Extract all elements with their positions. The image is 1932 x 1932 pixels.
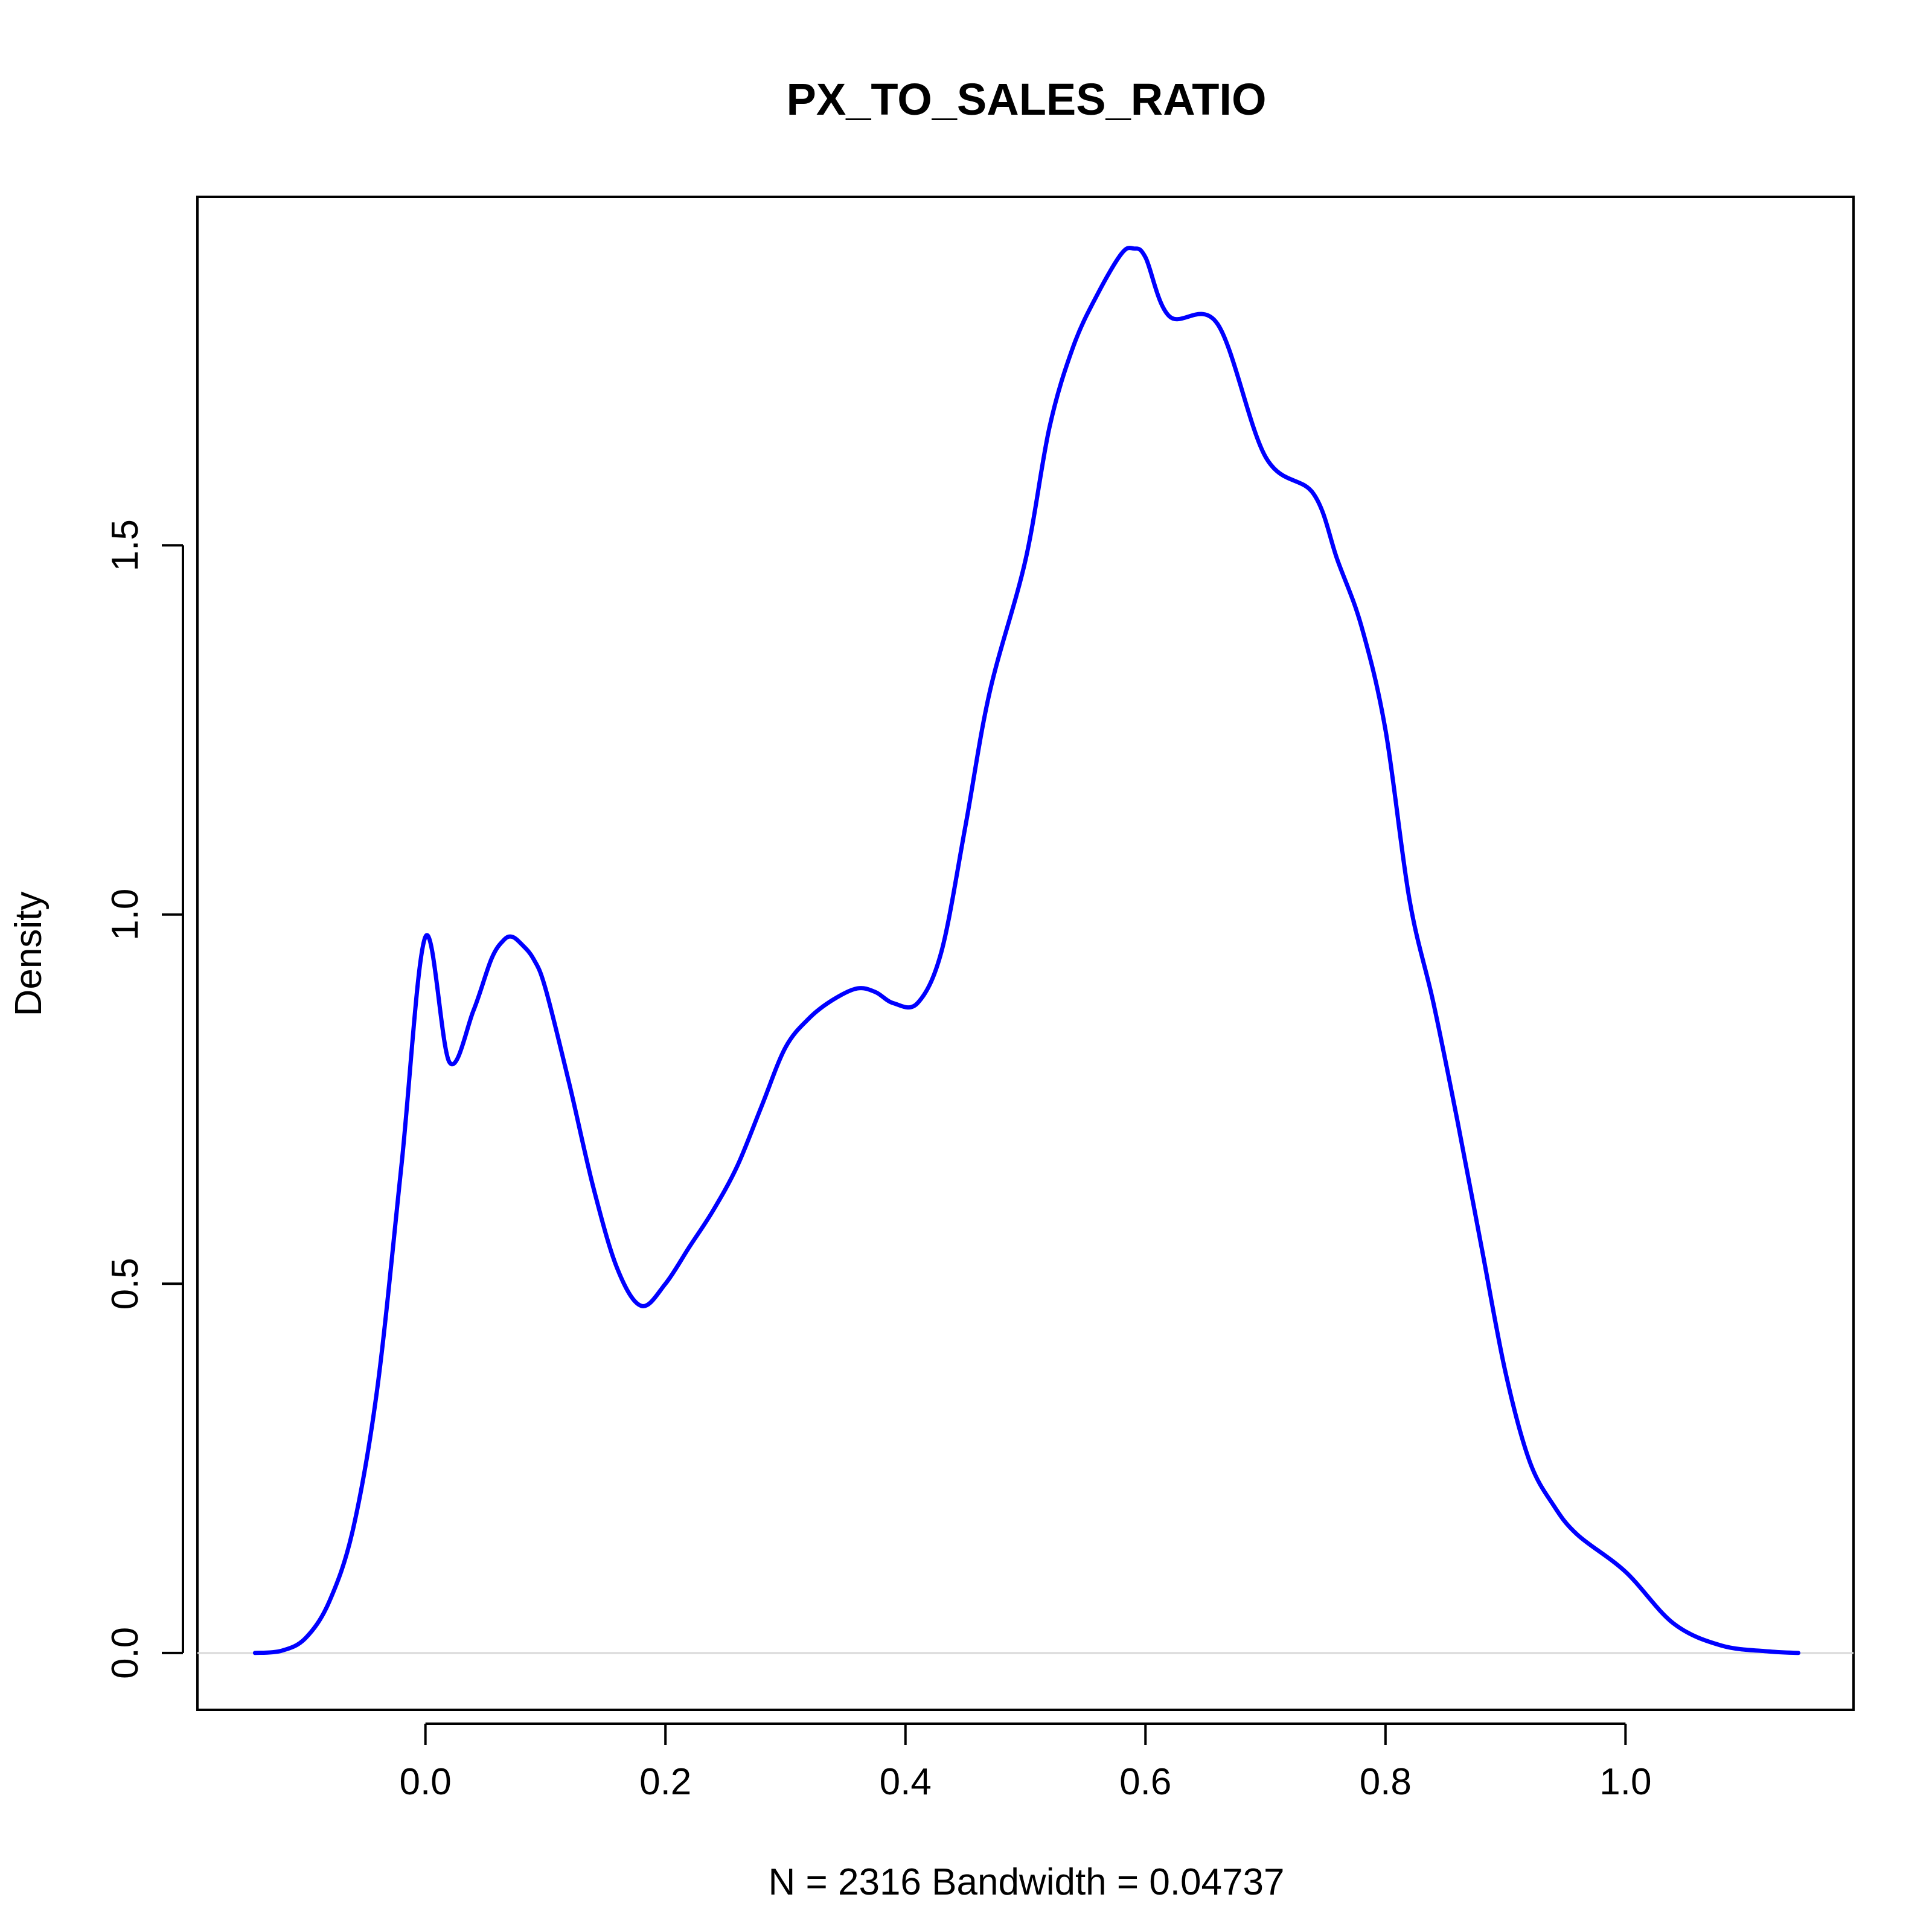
x-tick-label: 0.6 xyxy=(1119,1761,1171,1803)
x-tick-label: 1.0 xyxy=(1599,1761,1651,1803)
x-tick-label: 0.4 xyxy=(880,1761,932,1803)
y-axis-label: Density xyxy=(8,892,50,1017)
x-tick-label: 0.2 xyxy=(639,1761,691,1803)
x-tick-label: 0.0 xyxy=(400,1761,452,1803)
x-axis: 0.0 0.2 0.4 0.6 0.8 1.0 xyxy=(400,1722,1651,1803)
chart-title: PX_TO_SALES_RATIO xyxy=(786,74,1266,124)
density-curve xyxy=(252,246,1801,1655)
y-tick-label: 1.0 xyxy=(104,889,146,941)
x-axis-label: N = 2316 Bandwidth = 0.04737 xyxy=(769,1861,1285,1903)
y-axis: 0.0 0.5 1.0 1.5 xyxy=(104,519,184,1679)
y-tick-label: 0.5 xyxy=(104,1258,146,1310)
y-tick-label: 1.5 xyxy=(104,519,146,571)
plot-frame xyxy=(196,196,1855,1711)
x-tick-label: 0.8 xyxy=(1360,1761,1412,1803)
y-tick-label: 0.0 xyxy=(104,1627,146,1679)
